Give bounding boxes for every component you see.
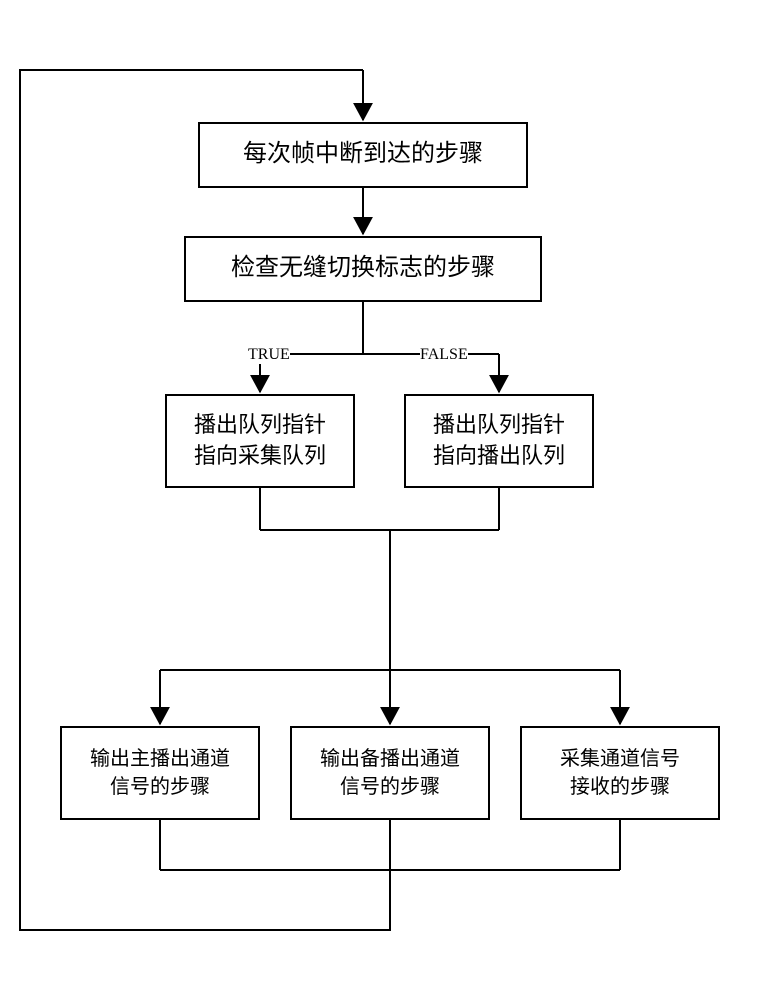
node-output-backup-channel: 输出备播出通道 信号的步骤	[290, 726, 490, 820]
node-label: 检查无缝切换标志的步骤	[231, 252, 495, 286]
edge-label-true: TRUE	[248, 346, 290, 364]
node-label: 播出队列指针 指向采集队列	[194, 410, 326, 472]
flowchart-canvas: 每次帧中断到达的步骤 检查无缝切换标志的步骤 播出队列指针 指向采集队列 播出队…	[0, 0, 784, 1000]
node-label: 输出主播出通道 信号的步骤	[90, 745, 230, 801]
node-label: 输出备播出通道 信号的步骤	[320, 745, 460, 801]
node-pointer-to-capture-queue: 播出队列指针 指向采集队列	[165, 394, 355, 488]
node-check-seamless-switch-flag: 检查无缝切换标志的步骤	[184, 236, 542, 302]
edge-label-false: FALSE	[420, 346, 468, 364]
edge-label-text: TRUE	[248, 346, 290, 363]
node-capture-channel-receive: 采集通道信号 接收的步骤	[520, 726, 720, 820]
node-pointer-to-broadcast-queue: 播出队列指针 指向播出队列	[404, 394, 594, 488]
node-label: 每次帧中断到达的步骤	[243, 138, 483, 172]
node-label: 采集通道信号 接收的步骤	[560, 745, 680, 801]
edge-label-text: FALSE	[420, 346, 468, 363]
node-output-main-channel: 输出主播出通道 信号的步骤	[60, 726, 260, 820]
node-frame-interrupt-arrival: 每次帧中断到达的步骤	[198, 122, 528, 188]
node-label: 播出队列指针 指向播出队列	[433, 410, 565, 472]
